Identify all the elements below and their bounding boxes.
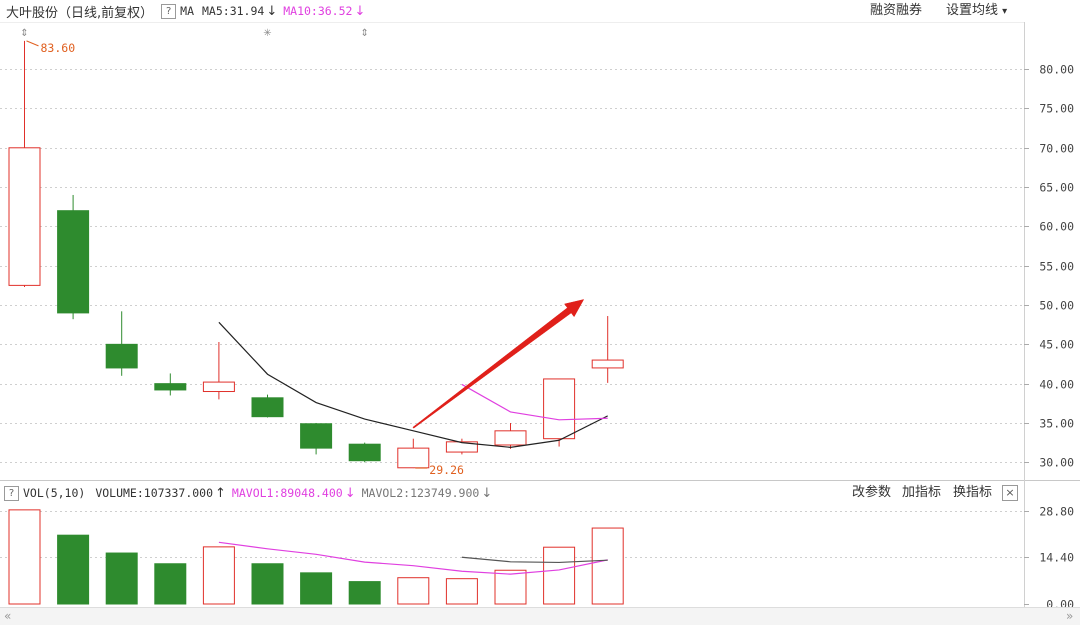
annotation-label: 83.60 — [41, 41, 76, 55]
event-marker-icon: ⇕ — [20, 28, 28, 39]
scroll-left-icon[interactable]: « — [4, 609, 12, 623]
volume-bar — [494, 569, 527, 605]
mavol1-value: MAVOL1:89048.400 — [231, 486, 343, 500]
candle-body — [348, 443, 381, 462]
chevron-down-icon: ▾ — [1002, 6, 1008, 17]
margin-trading-link[interactable]: 融资融券 — [870, 3, 923, 18]
annotation-leader — [26, 40, 39, 47]
help-icon[interactable]: ? — [161, 3, 177, 19]
event-marker-icon: ⇕ — [361, 28, 369, 39]
price-tick-label: 50.00 — [1039, 299, 1074, 313]
event-marker-icon: ✳ — [263, 28, 271, 39]
candle-body — [154, 383, 187, 391]
mavol2-value: MAVOL2:123749.900 — [361, 486, 480, 500]
price-tick-label: 80.00 — [1039, 63, 1074, 77]
volume-help-icon[interactable]: ? — [4, 485, 19, 501]
annotation-label: 29.26 — [429, 463, 464, 477]
candle-body — [202, 381, 235, 393]
ma10-line — [461, 383, 608, 421]
candle-body — [397, 447, 430, 469]
volume-tick-label: 28.80 — [1039, 505, 1074, 519]
add-indicator-button[interactable]: 加指标 — [902, 485, 942, 500]
volume-tick-label: 14.40 — [1039, 551, 1074, 565]
volume-bar — [57, 534, 90, 605]
candle-body — [105, 343, 138, 369]
mavol2-down-arrow-icon: ↓ — [481, 485, 493, 501]
mavol1-line — [218, 541, 608, 575]
price-tick-label: 70.00 — [1039, 142, 1074, 156]
volume-bar — [251, 563, 284, 605]
price-tick-label: 55.00 — [1039, 260, 1074, 274]
ma-label: MA — [180, 4, 194, 18]
price-tick-label: 65.00 — [1039, 181, 1074, 195]
candle-body — [591, 359, 624, 369]
price-tick-label: 60.00 — [1039, 220, 1074, 234]
volume-up-arrow-icon: ↑ — [215, 485, 226, 501]
switch-indicator-button[interactable]: 换指标 — [953, 485, 993, 500]
candle-body — [445, 441, 478, 453]
mavol1-down-arrow-icon: ↓ — [344, 485, 356, 501]
chart-scrollbar[interactable]: « » — [0, 607, 1080, 625]
volume-bar — [202, 546, 235, 605]
volume-bar — [445, 578, 478, 605]
vol-indicator-label: VOL(5,10) — [23, 486, 86, 500]
volume-panel-header: ? VOL(5,10) VOLUME:107337.000 ↑ MAVOL1:8… — [0, 482, 1024, 504]
volume-bar — [348, 581, 381, 605]
candle-body — [8, 147, 41, 286]
candle-body — [543, 378, 576, 440]
volume-bar — [300, 572, 333, 605]
ma-settings-label: 设置均线 — [946, 3, 999, 18]
volume-value: VOLUME:107337.000 — [95, 486, 214, 500]
volume-bar — [397, 577, 430, 605]
main-chart-header: 大叶股份（日线,前复权） ? MA MA5:31.94 ↓ MA10:36.52… — [0, 0, 1080, 22]
ma5-value: MA5:31.94 — [202, 4, 265, 18]
volume-bar — [8, 509, 41, 605]
volume-bar — [105, 552, 138, 605]
price-tick-label: 75.00 — [1039, 102, 1074, 116]
price-tick-label: 35.00 — [1039, 417, 1074, 431]
volume-bar — [154, 563, 187, 605]
ma5-line — [218, 321, 608, 448]
candle-body — [494, 430, 527, 446]
mavol2-line — [461, 556, 608, 564]
price-tick-label: 40.00 — [1039, 378, 1074, 392]
candle-body — [300, 423, 333, 449]
volume-bar — [543, 546, 576, 605]
stock-title: 大叶股份（日线,前复权） — [6, 5, 154, 21]
ma10-value: MA10:36.52 — [283, 4, 353, 18]
scroll-right-icon[interactable]: » — [1066, 609, 1074, 623]
ma5-down-arrow-icon: ↓ — [266, 3, 278, 19]
ma10-down-arrow-icon: ↓ — [354, 3, 366, 19]
close-indicator-button[interactable]: × — [1002, 485, 1018, 501]
edit-params-button[interactable]: 改参数 — [852, 485, 892, 500]
price-tick-label: 30.00 — [1039, 456, 1074, 470]
candle-body — [251, 397, 284, 418]
price-tick-label: 45.00 — [1039, 338, 1074, 352]
trend-arrow — [412, 299, 585, 429]
candle-body — [57, 210, 90, 314]
volume-bar — [591, 527, 624, 605]
ma-settings-button[interactable]: 设置均线 ▾ — [946, 0, 1007, 23]
